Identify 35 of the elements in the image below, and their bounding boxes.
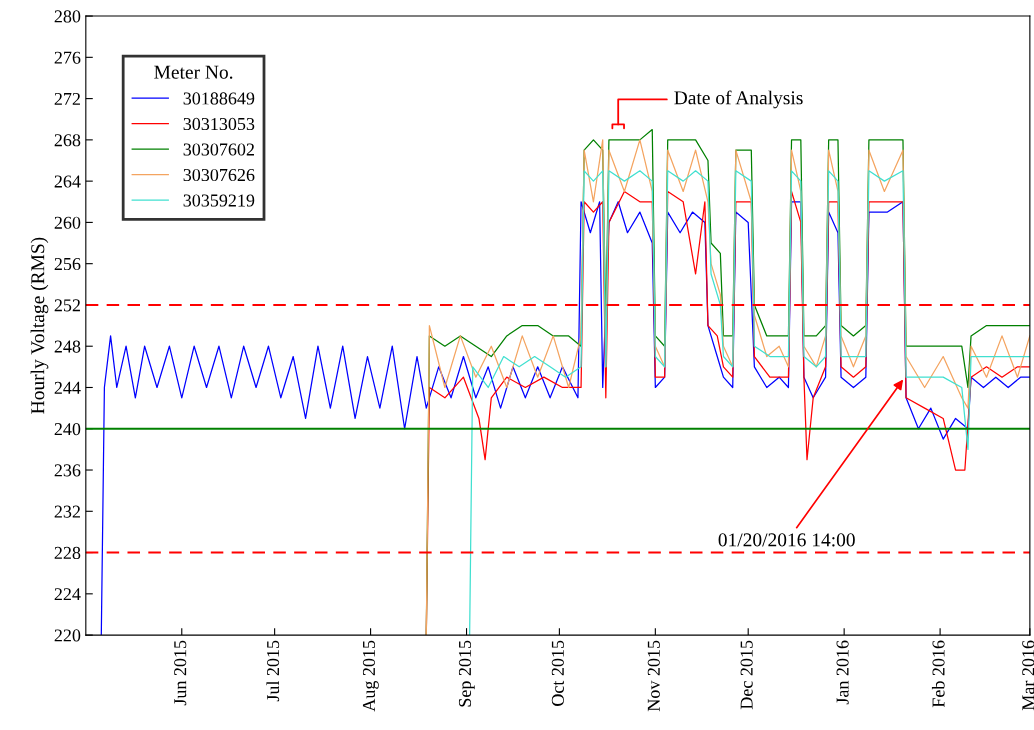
y-tick-label: 272 [54, 92, 80, 105]
y-tick-label: 260 [54, 216, 81, 229]
x-tick-label: Mar 2016 [1022, 640, 1034, 711]
x-tick-label: Jun 2015 [174, 640, 187, 706]
y-axis-title: Hourly Voltage (RMS) [30, 237, 49, 414]
y-tick-label: 236 [54, 464, 81, 477]
annotation: 01/20/2016 14:00 [718, 533, 855, 547]
x-tick-label: Jan 2016 [836, 640, 849, 705]
x-tick-label: Aug 2015 [362, 640, 379, 712]
y-tick-label: 232 [54, 505, 80, 518]
y-tick-label: 252 [54, 299, 80, 312]
y-tick-label: 228 [54, 546, 81, 559]
legend-label: 30188649 [183, 92, 255, 105]
y-tick-label: 280 [54, 10, 81, 23]
y-tick-label: 244 [54, 381, 81, 394]
y-tick-label: 220 [54, 629, 81, 642]
legend-label: 30313053 [183, 117, 255, 131]
x-tick-label: Sep 2015 [458, 640, 475, 707]
y-tick-label: 276 [54, 51, 81, 64]
y-tick-label: 248 [54, 340, 81, 353]
y-tick-label: 240 [54, 423, 81, 436]
x-tick-label: Nov 2015 [647, 640, 660, 712]
y-tick-label: 256 [54, 257, 81, 271]
annotation: Date of Analysis [674, 90, 803, 109]
x-tick-label: Jul 2015 [266, 640, 280, 702]
legend-title: Meter No. [154, 65, 233, 79]
y-tick-label: 268 [54, 134, 81, 147]
y-tick-label: 224 [54, 588, 81, 601]
legend-label: 30307602 [183, 143, 254, 156]
legend-label: 30307626 [183, 168, 255, 182]
x-tick-label: Oct 2015 [551, 640, 564, 706]
x-tick-label: Dec 2015 [740, 640, 753, 710]
legend-label: 30359219 [183, 194, 255, 207]
y-tick-label: 264 [54, 175, 81, 188]
x-tick-label: Feb 2016 [931, 640, 945, 708]
